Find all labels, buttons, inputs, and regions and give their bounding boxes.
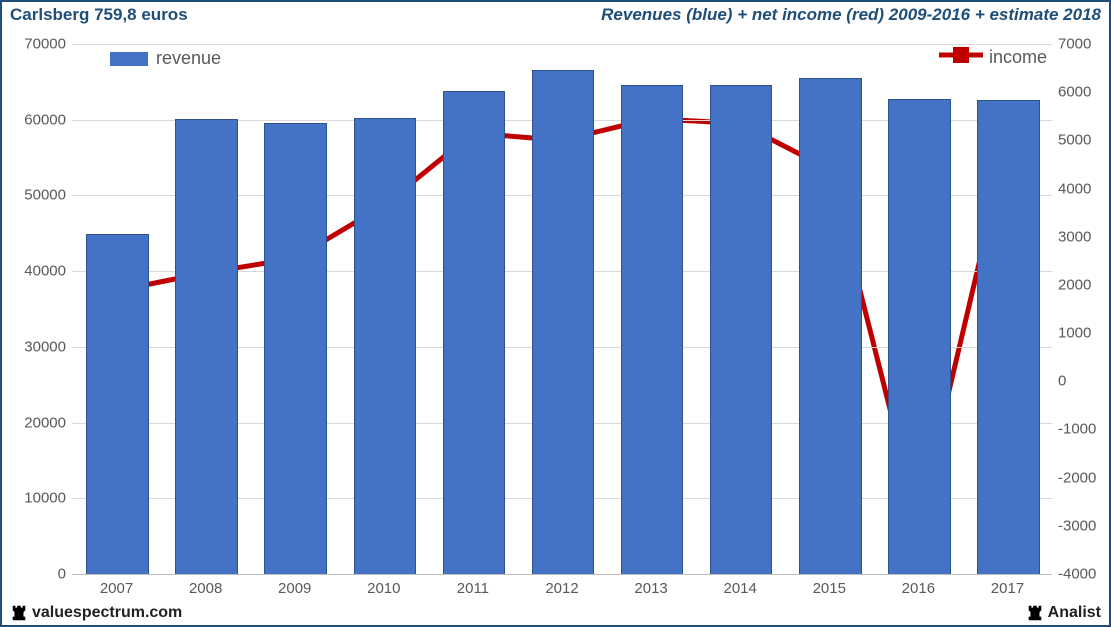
footer-right-text: Analist bbox=[1048, 604, 1101, 622]
income-swatch-svg bbox=[939, 46, 983, 64]
bar bbox=[175, 119, 238, 574]
chart-frame: Carlsberg 759,8 euros Revenues (blue) + … bbox=[0, 0, 1111, 627]
y-right-label: 3000 bbox=[1058, 228, 1108, 245]
x-label: 2017 bbox=[991, 580, 1024, 597]
y-right-label: -2000 bbox=[1058, 469, 1108, 486]
bar bbox=[354, 118, 417, 574]
legend-income-label: income bbox=[989, 47, 1047, 68]
footer-left-text: valuespectrum.com bbox=[32, 604, 182, 622]
x-label: 2014 bbox=[723, 580, 756, 597]
x-label: 2013 bbox=[634, 580, 667, 597]
bar bbox=[443, 91, 506, 574]
y-right-label: -3000 bbox=[1058, 517, 1108, 534]
title-right: Revenues (blue) + net income (red) 2009-… bbox=[601, 5, 1101, 25]
x-label: 2012 bbox=[545, 580, 578, 597]
y-left-label: 30000 bbox=[6, 338, 66, 355]
y-left-label: 20000 bbox=[6, 414, 66, 431]
bar bbox=[532, 70, 595, 575]
income-swatch bbox=[939, 46, 983, 69]
rook-icon bbox=[1026, 604, 1044, 622]
y-left-label: 10000 bbox=[6, 490, 66, 507]
x-label: 2009 bbox=[278, 580, 311, 597]
y-right-label: 0 bbox=[1058, 373, 1108, 390]
bar bbox=[799, 78, 862, 574]
x-label: 2008 bbox=[189, 580, 222, 597]
bar bbox=[264, 123, 327, 574]
x-label: 2016 bbox=[902, 580, 935, 597]
y-right-label: -4000 bbox=[1058, 566, 1108, 583]
y-right-label: -1000 bbox=[1058, 421, 1108, 438]
y-right-label: 7000 bbox=[1058, 36, 1108, 53]
x-label: 2010 bbox=[367, 580, 400, 597]
footer-left: valuespectrum.com bbox=[10, 604, 182, 622]
legend-revenue-label: revenue bbox=[156, 48, 221, 69]
y-right-label: 1000 bbox=[1058, 325, 1108, 342]
legend-revenue: revenue bbox=[110, 48, 221, 69]
title-bar: Carlsberg 759,8 euros Revenues (blue) + … bbox=[4, 2, 1107, 28]
footer-bar: valuespectrum.com Analist bbox=[4, 601, 1107, 625]
title-left: Carlsberg 759,8 euros bbox=[10, 5, 188, 25]
y-left-label: 50000 bbox=[6, 187, 66, 204]
y-right-label: 6000 bbox=[1058, 84, 1108, 101]
y-left-label: 70000 bbox=[6, 36, 66, 53]
x-label: 2011 bbox=[457, 580, 489, 597]
x-label: 2007 bbox=[100, 580, 133, 597]
rook-icon bbox=[10, 604, 28, 622]
plot-area: 010000200003000040000500006000070000-400… bbox=[72, 44, 1052, 574]
revenue-swatch bbox=[110, 52, 148, 66]
bar bbox=[888, 99, 951, 574]
x-label: 2015 bbox=[813, 580, 846, 597]
y-right-label: 5000 bbox=[1058, 132, 1108, 149]
y-left-label: 40000 bbox=[6, 263, 66, 280]
gridline bbox=[72, 574, 1052, 575]
y-right-label: 2000 bbox=[1058, 276, 1108, 293]
bar bbox=[621, 85, 684, 574]
legend-income: income bbox=[939, 46, 1047, 69]
footer-right: Analist bbox=[1026, 604, 1101, 622]
gridline bbox=[72, 44, 1052, 45]
bar bbox=[86, 234, 149, 574]
y-left-label: 60000 bbox=[6, 111, 66, 128]
y-right-label: 4000 bbox=[1058, 180, 1108, 197]
bar bbox=[977, 100, 1040, 574]
y-left-label: 0 bbox=[6, 566, 66, 583]
bar bbox=[710, 85, 773, 574]
